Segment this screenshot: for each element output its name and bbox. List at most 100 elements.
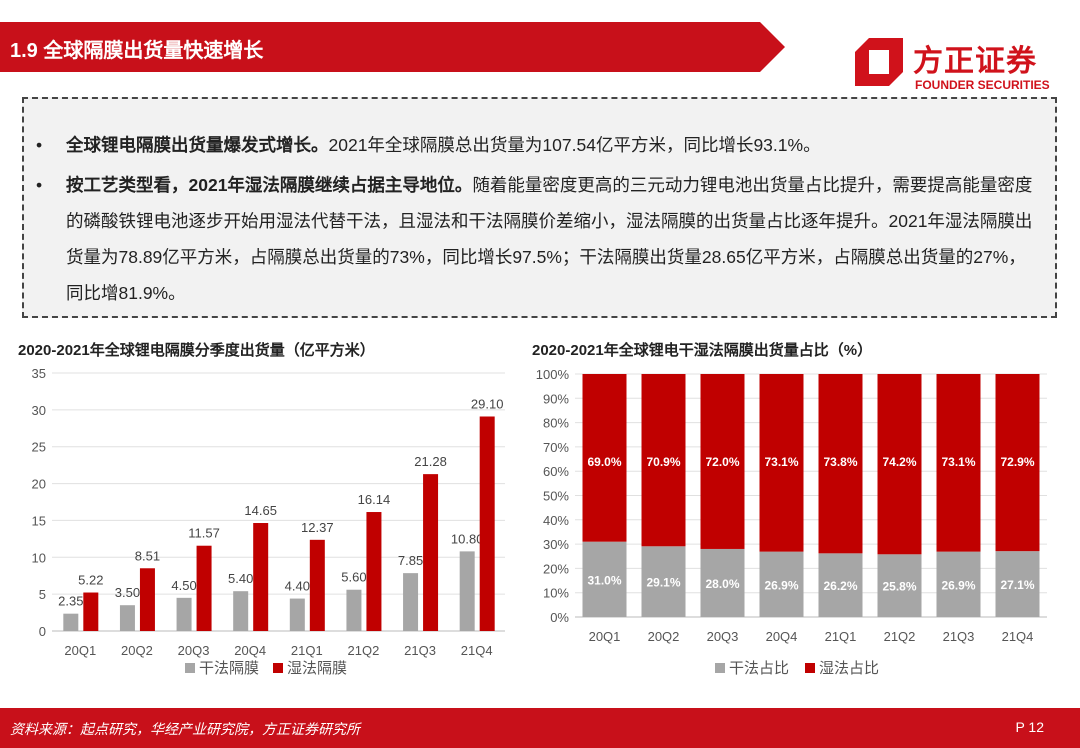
data-label: 26.2%: [823, 579, 857, 593]
data-label: 4.50: [171, 578, 196, 593]
bar-wet: [139, 568, 155, 631]
x-tick-label: 20Q4: [766, 629, 798, 644]
bar-wet: [641, 374, 686, 547]
x-tick-label: 21Q4: [461, 643, 493, 658]
bar-wet: [253, 523, 269, 631]
bar-dry: [119, 605, 135, 631]
chart1-quarterly-shipments: 0 5 10 15 20 25 30 35 2.35 5.22 20Q1 3.50 8.51 20Q2 4.…: [32, 366, 505, 677]
data-label: 14.65: [244, 503, 277, 518]
page-number: P 12: [1015, 719, 1044, 735]
y-tick-label: 50%: [543, 489, 569, 504]
y-tick-label: 30%: [543, 537, 569, 552]
data-label: 4.40: [285, 579, 310, 594]
data-label: 29.10: [471, 396, 504, 411]
data-label: 74.2%: [882, 455, 916, 469]
bullet-text: 随着能量密度更高的三元动力锂电池出货量占比提升，需要提高能量密度的磷酸铁锂电池逐…: [66, 175, 1033, 303]
data-label: 73.1%: [941, 455, 975, 469]
bar-dry: [289, 598, 305, 631]
y-tick-label: 0%: [550, 610, 569, 625]
y-tick-label: 90%: [543, 391, 569, 406]
title-bar-shape: [0, 22, 785, 72]
y-tick-label: 30: [32, 403, 46, 418]
bar-dry: [936, 551, 981, 617]
data-label: 73.8%: [823, 455, 857, 469]
bar-dry: [459, 551, 475, 631]
y-tick-label: 10: [32, 550, 46, 565]
x-tick-label: 21Q3: [404, 643, 436, 658]
y-tick-label: 15: [32, 513, 46, 528]
x-tick-label: 21Q1: [825, 629, 857, 644]
data-label: 25.8%: [882, 580, 916, 594]
founder-logo: 方正证券 FOUNDER SECURITIES: [855, 36, 1065, 94]
bar-dry: [346, 589, 362, 631]
data-label: 10.80: [451, 531, 484, 546]
logo-text-cn: 方正证券: [913, 45, 1037, 78]
chart1-title: 2020-2021年全球锂电隔膜分季度出货量（亿平方米）: [18, 342, 375, 359]
legend-swatch: [185, 663, 195, 673]
bar-wet: [877, 374, 922, 555]
bar-wet: [995, 374, 1040, 552]
footer-bar: 资料来源：起点研究，华经产业研究院，方正证券研究所 P 12: [0, 708, 1080, 748]
data-label: 2.35: [58, 594, 83, 609]
x-tick-label: 20Q2: [648, 629, 680, 644]
x-tick-label: 20Q2: [121, 643, 153, 658]
legend-label: 干法隔膜: [199, 660, 259, 677]
legend-swatch: [805, 663, 815, 673]
bar-wet: [479, 416, 495, 631]
logo-text-en: FOUNDER SECURITIES: [915, 78, 1050, 92]
chart2-title: 2020-2021年全球锂电干湿法隔膜出货量占比（%）: [532, 342, 873, 359]
bar-dry: [176, 597, 192, 631]
y-tick-label: 5: [39, 587, 46, 602]
legend-label: 干法占比: [729, 660, 789, 677]
bar-dry: [759, 551, 804, 617]
chart2-dry-wet-share: 0% 10% 20% 30% 40% 50% 60% 70% 80% 90% 100% 31.0% 69…: [536, 367, 1047, 677]
x-tick-label: 21Q3: [943, 629, 975, 644]
bar-dry: [818, 553, 863, 617]
data-label: 72.9%: [1000, 455, 1034, 469]
y-tick-label: 100%: [536, 367, 570, 382]
data-label: 70.9%: [646, 455, 680, 469]
x-tick-label: 20Q1: [64, 643, 96, 658]
data-label: 7.85: [398, 553, 423, 568]
y-tick-label: 80%: [543, 416, 569, 431]
bar-wet: [309, 539, 325, 631]
legend-label: 湿法隔膜: [287, 660, 347, 677]
data-label: 26.9%: [941, 578, 975, 592]
data-label: 73.1%: [764, 455, 798, 469]
bar-wet: [366, 512, 382, 631]
x-tick-label: 21Q1: [291, 643, 323, 658]
data-label: 16.14: [358, 492, 391, 507]
data-label: 26.9%: [764, 578, 798, 592]
y-tick-label: 40%: [543, 513, 569, 528]
bar-dry: [233, 591, 249, 631]
bar-dry: [877, 554, 922, 617]
legend-swatch: [715, 663, 725, 673]
bar-wet: [196, 545, 212, 631]
y-tick-label: 20%: [543, 561, 569, 576]
bullet-item: • 全球锂电隔膜出货量爆发式增长。2021年全球隔膜总出货量为107.54亿平方米…: [36, 127, 1041, 163]
data-label: 27.1%: [1000, 578, 1034, 592]
data-label: 72.0%: [705, 455, 739, 469]
y-tick-label: 10%: [543, 586, 569, 601]
bar-dry: [582, 541, 627, 617]
data-label: 8.51: [135, 548, 160, 563]
x-tick-label: 20Q3: [707, 629, 739, 644]
bar-wet: [936, 374, 981, 552]
x-tick-label: 20Q3: [178, 643, 210, 658]
x-tick-label: 21Q2: [348, 643, 380, 658]
bar-dry: [641, 546, 686, 617]
bullet-dot: •: [36, 175, 43, 195]
data-label: 5.60: [341, 570, 366, 585]
y-tick-label: 70%: [543, 440, 569, 455]
data-label: 5.40: [228, 571, 253, 586]
bar-wet: [700, 374, 745, 549]
data-label: 31.0%: [587, 573, 621, 587]
legend-label: 湿法占比: [819, 660, 879, 677]
bar-dry: [63, 613, 79, 631]
title-bar: 1.9 全球隔膜出货量快速增长: [0, 22, 785, 72]
bullet-dot: •: [36, 135, 43, 155]
summary-box: • 全球锂电隔膜出货量爆发式增长。2021年全球隔膜总出货量为107.54亿平方米…: [22, 97, 1057, 318]
bar-wet: [423, 474, 439, 631]
y-tick-label: 20: [32, 477, 46, 492]
bar-dry: [700, 548, 745, 617]
